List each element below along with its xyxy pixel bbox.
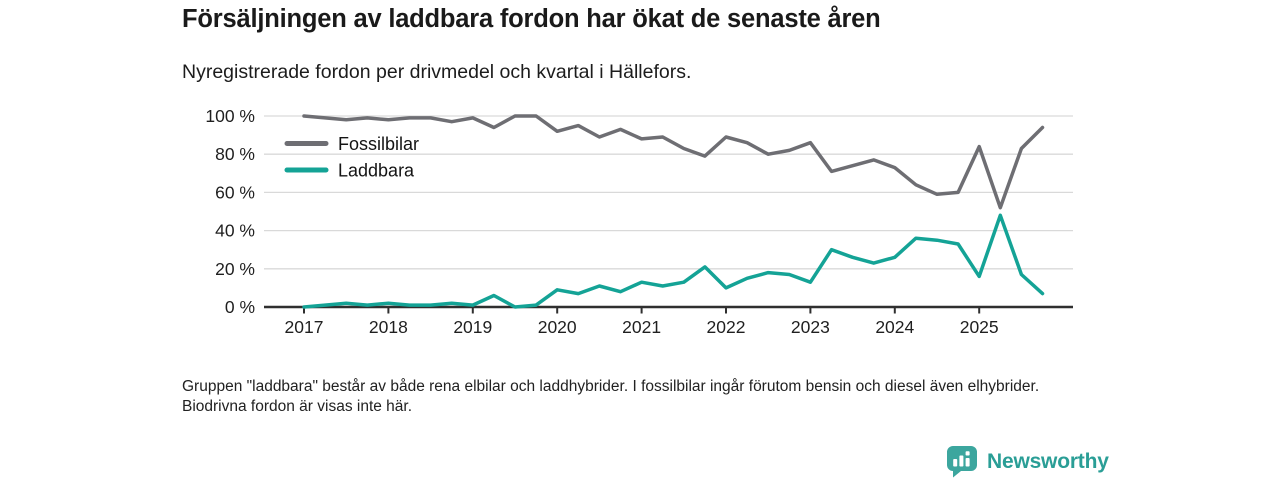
- y-tick-label: 40 %: [215, 221, 255, 241]
- series-line-laddbara: [302, 213, 1045, 309]
- y-tick-label: 100 %: [205, 106, 255, 126]
- logo-bar-3: [965, 458, 970, 467]
- series-line-fossilbilar: [302, 114, 1045, 210]
- y-tick-label: 20 %: [215, 259, 255, 279]
- legend-label-laddbara: Laddbara: [338, 161, 415, 181]
- x-tick-label: 2024: [875, 317, 914, 337]
- x-tick-label: 2022: [707, 317, 746, 337]
- x-tick-label: 2023: [791, 317, 830, 337]
- y-tick-label: 80 %: [215, 144, 255, 164]
- chart-footnote: Gruppen "laddbara" består av både rena e…: [182, 378, 1040, 415]
- brand-footer: Newsworthy: [946, 446, 1109, 478]
- x-tick-label: 2019: [453, 317, 492, 337]
- logo-bar-1: [953, 459, 958, 467]
- x-tick-label: 2018: [369, 317, 408, 337]
- brand-name: Newsworthy: [987, 450, 1109, 473]
- x-tick-label: 2025: [960, 317, 999, 337]
- y-tick-label: 60 %: [215, 182, 255, 202]
- logo-bar-dot: [965, 451, 970, 456]
- x-tick-label: 2021: [622, 317, 661, 337]
- page-title: Försäljningen av laddbara fordon har öka…: [182, 5, 881, 33]
- x-tick-label: 2017: [285, 317, 324, 337]
- legend-label-fossilbilar: Fossilbilar: [338, 134, 419, 154]
- chart-area: Fossilbilar Laddbara 0 % 20 % 40 % 60 % 80 %…: [0, 98, 1280, 343]
- x-tick-label: 2020: [538, 317, 577, 337]
- chart-subtitle: Nyregistrerade fordon per drivmedel och …: [182, 61, 692, 83]
- chart-svg: Fossilbilar Laddbara 0 % 20 % 40 % 60 % 80 %…: [205, 106, 1073, 337]
- logo-bar-2: [959, 455, 964, 467]
- newsworthy-logo-icon: [947, 446, 977, 478]
- y-tick-label: 0 %: [225, 297, 255, 317]
